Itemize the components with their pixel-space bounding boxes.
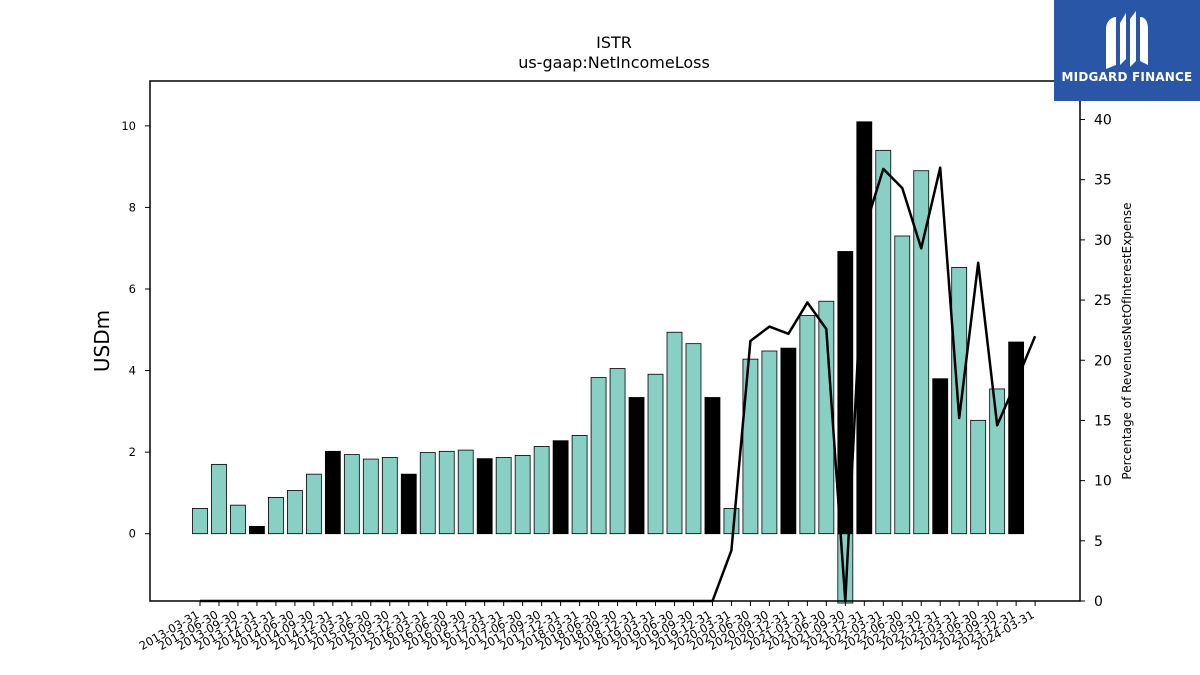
bar (894, 235, 911, 535)
y2-tick-label: 25 (1094, 293, 1112, 309)
bar (268, 497, 284, 535)
bar (913, 170, 930, 535)
bar (742, 358, 759, 535)
bar (628, 397, 645, 535)
bar (305, 473, 322, 535)
midgard-logo-icon (1106, 11, 1148, 69)
bar (362, 458, 379, 535)
y-tick-label: 4 (129, 364, 136, 378)
bar (723, 508, 740, 535)
bar (249, 525, 265, 535)
right-axis: 0 5 10 15 20 25 30 35 40 (1080, 113, 1112, 610)
bar (343, 454, 360, 535)
y-tick-label: 6 (129, 282, 136, 296)
plot-frame (149, 80, 1081, 602)
bar (286, 490, 303, 535)
bar (324, 450, 341, 535)
y-tick-label: 2 (129, 445, 136, 459)
bar (495, 457, 512, 535)
y2-tick-label: 35 (1094, 173, 1112, 189)
bar (799, 315, 816, 535)
y2-tick-label: 10 (1094, 474, 1112, 490)
chart-title: ISTR (596, 33, 632, 52)
bar (211, 463, 227, 535)
bar (381, 457, 398, 535)
bar (533, 446, 550, 535)
y-tick-label: 8 (129, 200, 136, 214)
bar (780, 347, 797, 535)
bar (666, 331, 683, 535)
bar (230, 504, 246, 535)
bar (856, 121, 873, 535)
y-axis-label: USDm (90, 310, 114, 372)
left-axis: 0 2 4 6 8 10 (121, 119, 150, 541)
bar (438, 450, 455, 535)
bar (552, 440, 569, 535)
bar (514, 454, 531, 535)
bar (647, 373, 664, 535)
bar (571, 435, 588, 535)
y2-axis-label: Percentage of RevenuesNetOfInterestExpen… (1120, 202, 1134, 479)
bar (400, 473, 417, 535)
bar (875, 149, 892, 535)
y2-tick-label: 0 (1094, 594, 1103, 610)
y-tick-label: 0 (129, 527, 136, 541)
y-tick-label: 10 (121, 119, 136, 133)
bar (609, 368, 626, 535)
bar (970, 419, 987, 535)
bar (818, 300, 835, 535)
bar (192, 508, 208, 535)
bar (837, 251, 854, 535)
y2-tick-label: 40 (1094, 113, 1112, 129)
bar (685, 343, 702, 535)
bar (989, 388, 1006, 535)
bar (476, 458, 493, 535)
bar (951, 266, 968, 535)
bar (590, 377, 607, 535)
chart-subtitle: us-gaap:NetIncomeLoss (518, 53, 710, 72)
bar (419, 452, 436, 535)
bar (932, 378, 949, 535)
bar (457, 449, 474, 535)
logo-text: MIDGARD FINANCE (1061, 70, 1193, 84)
midgard-finance-logo: MIDGARD FINANCE (1054, 0, 1200, 101)
bars-group (192, 121, 1025, 604)
bar (761, 350, 778, 535)
y2-tick-label: 20 (1094, 353, 1112, 369)
bar (704, 397, 721, 535)
y2-tick-label: 5 (1094, 534, 1103, 550)
x-axis: 2013-03-312013-06-302013-09-302013-12-31… (137, 601, 1037, 653)
y2-tick-label: 15 (1094, 413, 1112, 429)
y2-tick-label: 30 (1094, 233, 1112, 249)
